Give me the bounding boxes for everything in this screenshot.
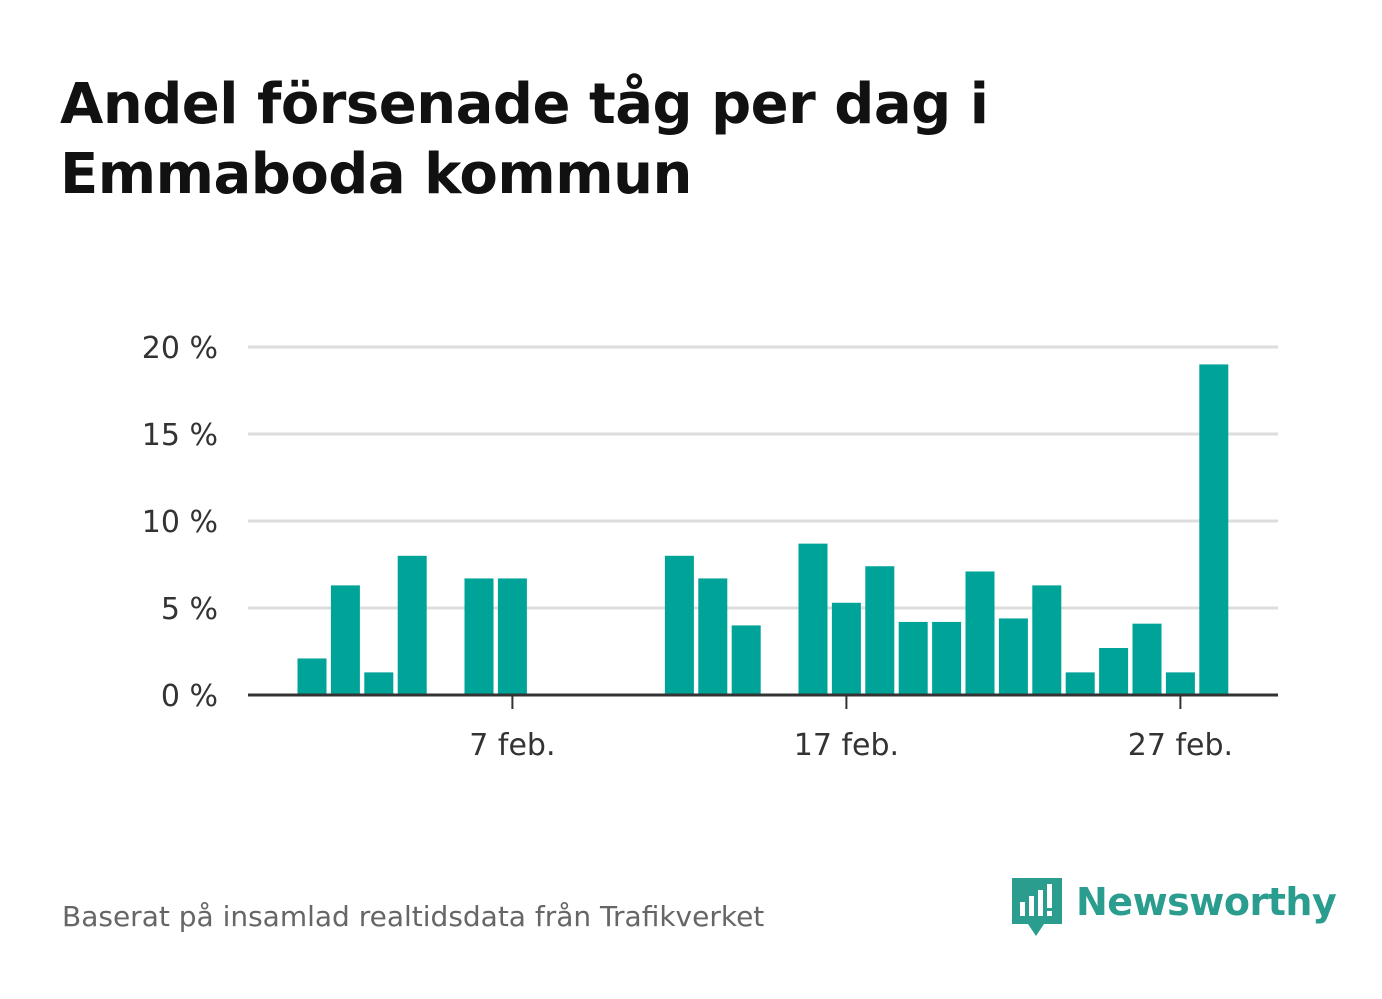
x-tick-label: 27 feb.: [1128, 728, 1233, 763]
y-tick-label: 15 %: [142, 418, 218, 453]
bar: [1032, 585, 1062, 695]
bar: [865, 566, 895, 695]
bar: [397, 555, 427, 695]
x-tick-label: 17 feb.: [794, 728, 899, 763]
chart-title: Andel försenade tåg per dag i Emmaboda k…: [60, 72, 989, 207]
bar: [664, 555, 694, 695]
x-tick-label: 7 feb.: [469, 728, 555, 763]
bar: [297, 658, 327, 695]
bar: [831, 602, 861, 695]
bar: [497, 578, 527, 695]
brand-name: Newsworthy: [1076, 880, 1337, 924]
bar: [1065, 672, 1095, 695]
bar: [330, 585, 360, 695]
bar: [1199, 364, 1229, 695]
bar: [1099, 648, 1129, 695]
bar: [464, 578, 494, 695]
y-tick-label: 0 %: [161, 679, 218, 714]
bar: [364, 672, 394, 695]
bar: [731, 625, 761, 695]
y-axis-labels: 0 % 5 % 10 % 15 % 20 %: [142, 331, 218, 714]
bar: [798, 543, 828, 695]
bar: [932, 621, 962, 695]
x-axis: 7 feb. 17 feb. 27 feb.: [248, 693, 1278, 763]
bar: [965, 571, 995, 695]
newsworthy-logo-icon: [1012, 878, 1062, 936]
source-note: Baserat på insamlad realtidsdata från Tr…: [62, 900, 765, 933]
bars: [297, 364, 1229, 695]
bar: [1165, 672, 1195, 695]
brand-logo: Newsworthy: [1010, 876, 1337, 940]
y-tick-label: 10 %: [142, 505, 218, 540]
bar: [898, 621, 928, 695]
y-tick-label: 20 %: [142, 331, 218, 366]
bar-chart: 0 % 5 % 10 % 15 % 20 % 7 feb. 17 feb. 27 feb.: [142, 331, 1278, 763]
y-tick-label: 5 %: [161, 592, 218, 627]
bar: [998, 618, 1028, 695]
bar: [698, 578, 728, 695]
bar: [1132, 623, 1162, 695]
